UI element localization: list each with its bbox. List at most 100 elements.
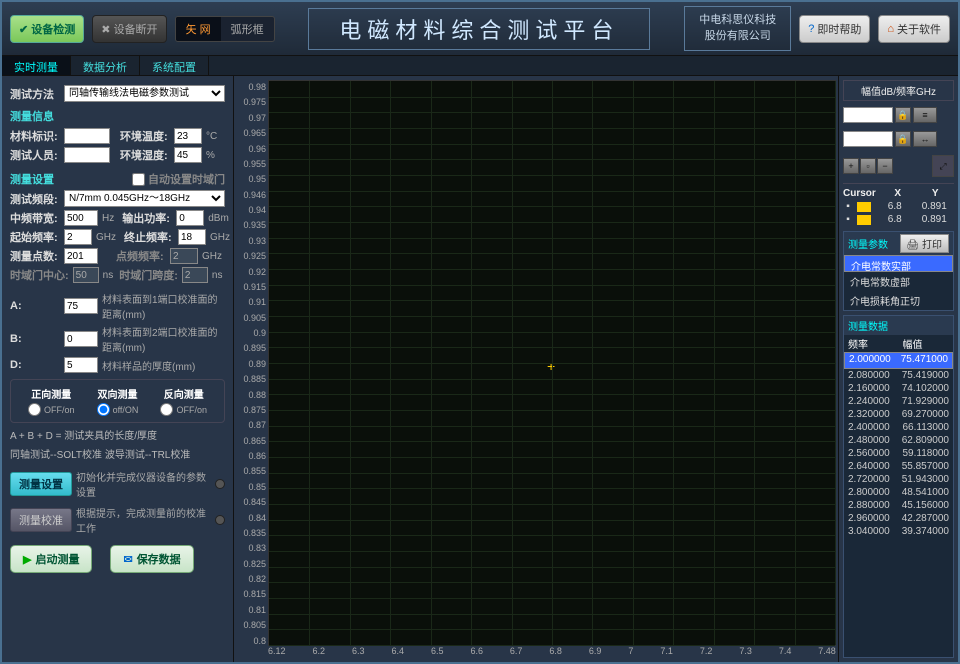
start-freq-input[interactable] bbox=[64, 229, 92, 245]
pt-freq-unit: GHz bbox=[202, 251, 222, 262]
start-freq-unit: GHz bbox=[96, 232, 116, 243]
calibrate-led-icon bbox=[215, 515, 225, 525]
stop-freq-input[interactable] bbox=[178, 229, 206, 245]
measure-modes: 正向测量 OFF/on双向测量 off/ON反向测量 OFF/on bbox=[10, 379, 225, 423]
data-row[interactable]: 2.88000045.156000 bbox=[844, 499, 953, 512]
data-col-freq: 频率 bbox=[844, 335, 899, 352]
tester-input[interactable] bbox=[64, 147, 110, 163]
lock-icon[interactable]: 🔒 bbox=[895, 107, 911, 123]
scale-input-1[interactable] bbox=[843, 107, 893, 123]
zoom-out-icon[interactable]: − bbox=[877, 158, 893, 174]
range-btn-2[interactable]: ↔ bbox=[913, 131, 937, 147]
data-row[interactable]: 3.04000039.374000 bbox=[844, 525, 953, 538]
A-desc: 材料表面到1端口校准面的距离(mm) bbox=[102, 291, 225, 321]
points-input[interactable] bbox=[64, 248, 98, 264]
B-desc: 材料表面到2端口校准面的距离(mm) bbox=[102, 324, 225, 354]
out-power-unit: dBm bbox=[208, 213, 229, 224]
left-panel: 测试方法 同轴传输线法电磁参数测试 测量信息 材料标识: 环境温度: °C 测试… bbox=[2, 76, 234, 662]
A-input[interactable] bbox=[64, 298, 98, 314]
start-measure-button[interactable]: ▶启动测量 bbox=[10, 545, 92, 573]
param-item[interactable]: 介电损耗角正切 bbox=[844, 291, 953, 310]
help-button[interactable]: ?即时帮助 bbox=[799, 15, 870, 43]
scale-input-2[interactable] bbox=[843, 131, 893, 147]
measure-calibrate-desc: 根据提示，完成测量前的校准工作 bbox=[76, 505, 211, 535]
about-button[interactable]: ⌂关于软件 bbox=[878, 15, 950, 43]
D-input[interactable] bbox=[64, 357, 98, 373]
A-label: A: bbox=[10, 300, 60, 312]
mode-title: 正向测量 bbox=[28, 386, 75, 401]
data-row[interactable]: 2.80000048.541000 bbox=[844, 486, 953, 499]
mode-radio[interactable]: OFF/on bbox=[28, 403, 75, 416]
if-bw-input[interactable] bbox=[64, 210, 98, 226]
pt-freq-input bbox=[170, 248, 198, 264]
hint-cal: 同轴测试--SOLT校准 波导测试--TRL校准 bbox=[10, 448, 225, 463]
tab-realtime[interactable]: 实时测量 bbox=[2, 56, 71, 75]
param-item[interactable]: 介电常数实部 bbox=[844, 255, 953, 272]
env-humid-label: 环境湿度: bbox=[120, 147, 170, 163]
auto-timegate-checkbox[interactable]: 自动设置时域门 bbox=[132, 171, 225, 187]
method-select[interactable]: 同轴传输线法电磁参数测试 bbox=[64, 85, 225, 102]
zoom-fit-icon[interactable]: ▫ bbox=[860, 158, 876, 174]
pt-freq-label: 点频频率: bbox=[116, 248, 166, 264]
data-row[interactable]: 2.08000075.419000 bbox=[844, 369, 953, 382]
data-row[interactable]: 2.32000069.270000 bbox=[844, 408, 953, 421]
mode-radio[interactable]: OFF/on bbox=[160, 403, 207, 416]
measure-settings-desc: 初始化并完成仪器设备的参数设置 bbox=[76, 469, 211, 499]
mode-title: 双向测量 bbox=[97, 386, 139, 401]
data-title: 测量数据 bbox=[844, 316, 953, 335]
cursor-box: Cursor X Y ▪6.80.891▪6.80.891 bbox=[843, 183, 954, 227]
tab-analysis[interactable]: 数据分析 bbox=[71, 56, 140, 75]
settings-title: 测量设置 bbox=[10, 171, 54, 187]
chart-area: 0.980.9750.970.9650.960.9550.950.9460.94… bbox=[234, 76, 838, 662]
cursor-row[interactable]: ▪6.80.891 bbox=[843, 201, 954, 212]
mode-tab-vector[interactable]: 矢 网 bbox=[176, 17, 221, 41]
plot[interactable]: + bbox=[268, 80, 836, 646]
env-humid-input[interactable] bbox=[174, 147, 202, 163]
tab-config[interactable]: 系统配置 bbox=[140, 56, 209, 75]
save-data-button[interactable]: ✉保存数据 bbox=[110, 545, 193, 573]
measure-settings-button[interactable]: 测量设置 bbox=[10, 472, 72, 496]
detect-device-button[interactable]: ✔ 设备检测 bbox=[10, 15, 84, 43]
param-item[interactable]: 介电常数虚部 bbox=[844, 272, 953, 291]
company-info: 中电科思仪科技 股份有限公司 bbox=[684, 6, 791, 51]
lock-icon-2[interactable]: 🔒 bbox=[895, 131, 911, 147]
param-box: 测量参数 🖨 打印 介电常数实部介电常数虚部介电损耗角正切 bbox=[843, 231, 954, 311]
cursor-row[interactable]: ▪6.80.891 bbox=[843, 214, 954, 225]
measure-calibrate-button[interactable]: 测量校准 bbox=[10, 508, 72, 532]
freq-std-select[interactable]: N/7mm 0.045GHz～18GHz bbox=[64, 190, 225, 207]
gate-center-label: 时域门中心: bbox=[10, 267, 69, 283]
gate-span-input bbox=[182, 267, 208, 283]
B-input[interactable] bbox=[64, 331, 98, 347]
method-label: 测试方法 bbox=[10, 86, 60, 102]
data-row[interactable]: 2.16000074.102000 bbox=[844, 382, 953, 395]
data-row[interactable]: 2.24000071.929000 bbox=[844, 395, 953, 408]
data-box: 测量数据 频率 幅值 2.00000075.4710002.08000075.4… bbox=[843, 315, 954, 658]
range-btn-1[interactable]: ≡ bbox=[913, 107, 937, 123]
gate-center-unit: ns bbox=[103, 270, 114, 281]
cursor-title: Cursor bbox=[843, 188, 879, 199]
env-temp-label: 环境温度: bbox=[120, 128, 170, 144]
data-row[interactable]: 2.56000059.118000 bbox=[844, 447, 953, 460]
data-row[interactable]: 2.48000062.809000 bbox=[844, 434, 953, 447]
disconnect-device-button[interactable]: ✖ 设备断开 bbox=[92, 15, 166, 43]
start-freq-label: 起始频率: bbox=[10, 229, 60, 245]
data-row[interactable]: 2.72000051.943000 bbox=[844, 473, 953, 486]
env-temp-unit: °C bbox=[206, 131, 217, 142]
mode-tabs: 矢 网 弧形框 bbox=[175, 16, 275, 42]
print-button[interactable]: 🖨 打印 bbox=[900, 234, 949, 253]
out-power-input[interactable] bbox=[176, 210, 204, 226]
expand-icon[interactable]: ⤢ bbox=[932, 155, 954, 177]
data-row[interactable]: 2.64000055.857000 bbox=[844, 460, 953, 473]
mode-radio[interactable]: off/ON bbox=[97, 403, 139, 416]
data-row[interactable]: 2.00000075.471000 bbox=[844, 352, 953, 369]
zoom-in-icon[interactable]: + bbox=[843, 158, 859, 174]
main-tabs: 实时测量 数据分析 系统配置 bbox=[2, 56, 958, 76]
mode-tab-arc[interactable]: 弧形框 bbox=[221, 17, 274, 41]
data-row[interactable]: 2.40000066.113000 bbox=[844, 421, 953, 434]
data-row[interactable]: 2.96000042.287000 bbox=[844, 512, 953, 525]
points-label: 测量点数: bbox=[10, 248, 60, 264]
env-temp-input[interactable] bbox=[174, 128, 202, 144]
tester-label: 测试人员: bbox=[10, 147, 60, 163]
material-id-input[interactable] bbox=[64, 128, 110, 144]
cursor-col-x: X bbox=[879, 188, 917, 199]
